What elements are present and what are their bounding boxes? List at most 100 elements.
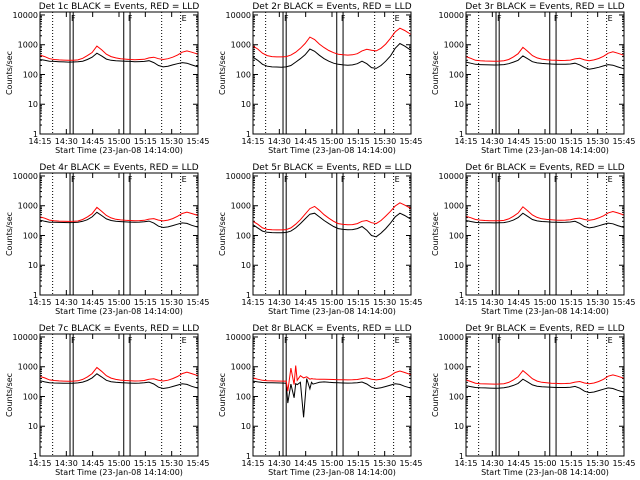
x-tick-label: 14:45 — [507, 298, 530, 307]
detector-panel-6: Det 6r BLACK = Events, RED = LLD 1 10 100 10… — [431, 163, 636, 316]
x-tick-label: 15:45 — [399, 459, 422, 468]
x-tick-label: 15:00 — [107, 137, 130, 146]
x-tick-label: 15:00 — [533, 137, 556, 146]
y-tick-label: 1000 — [231, 363, 251, 372]
panel-title: Det 1c BLACK = Events, RED = LLD — [39, 2, 200, 12]
x-tick-label: 15:30 — [373, 459, 396, 468]
y-tick-label: 1000 — [18, 41, 38, 50]
x-tick-label: 14:30 — [268, 459, 291, 468]
x-tick-label: 15:15 — [560, 298, 583, 307]
lld-series-line — [252, 27, 412, 58]
y-tick-label: 10 — [241, 100, 251, 109]
y-tick-label: 10000 — [226, 172, 251, 181]
y-axis-title: Counts/sec — [431, 373, 440, 417]
x-tick-label: 14:45 — [294, 137, 317, 146]
y-tick-label: 1 — [246, 291, 251, 300]
x-tick-label: 15:00 — [320, 137, 343, 146]
x-tick-label: 14:45 — [294, 298, 317, 307]
panel-title: Det 9r BLACK = Events, RED = LLD — [465, 324, 624, 334]
x-tick-label: 15:45 — [612, 298, 635, 307]
detector-panel-7: Det 7c BLACK = Events, RED = LLD 1 10 100 10… — [5, 324, 210, 477]
flag-label: F — [71, 175, 76, 184]
x-tick-label: 15:00 — [533, 298, 556, 307]
y-tick-label: 1000 — [444, 202, 464, 211]
flag-label: F — [341, 14, 346, 23]
lld-series-line — [39, 206, 199, 222]
flag-label: F — [128, 336, 133, 345]
detector-panel-8: Det 8r BLACK = Events, RED = LLD 1 10 100 10… — [218, 324, 423, 477]
y-axis-title: Counts/sec — [5, 51, 14, 95]
x-tick-label: 14:15 — [28, 459, 51, 468]
lld-series-line — [465, 206, 625, 222]
y-axis-title: Counts/sec — [218, 373, 227, 417]
y-tick-label: 100 — [23, 231, 38, 240]
y-tick-label: 10000 — [226, 333, 251, 342]
x-tick-label: 15:45 — [186, 137, 209, 146]
flag-label: F — [554, 175, 559, 184]
events-series-line — [465, 55, 625, 70]
flag-label: F — [284, 14, 289, 23]
y-axis-title: Counts/sec — [431, 212, 440, 256]
y-tick-label: 1 — [33, 130, 38, 139]
events-series-line — [39, 373, 199, 390]
plot-frame — [465, 172, 625, 296]
x-tick-label: 14:45 — [294, 459, 317, 468]
y-tick-label: 1000 — [231, 41, 251, 50]
x-tick-label: 14:30 — [481, 459, 504, 468]
flag-label: E — [182, 14, 187, 23]
x-tick-label: 14:30 — [55, 298, 78, 307]
detector-panel-9: Det 9r BLACK = Events, RED = LLD 1 10 100 10… — [431, 324, 636, 477]
y-tick-label: 1000 — [231, 202, 251, 211]
panel-title: Det 8r BLACK = Events, RED = LLD — [252, 324, 411, 334]
events-series-line — [465, 378, 625, 394]
y-tick-label: 10000 — [13, 11, 38, 20]
plot-frame — [465, 333, 625, 457]
y-tick-label: 100 — [236, 231, 251, 240]
panel-title: Det 5r BLACK = Events, RED = LLD — [252, 163, 411, 173]
x-axis-title: Start Time (23-Jan-08 14:14:00) — [55, 146, 183, 155]
x-tick-label: 15:15 — [347, 137, 370, 146]
x-tick-label: 14:15 — [241, 137, 264, 146]
x-tick-label: 15:45 — [399, 137, 422, 146]
x-tick-label: 14:45 — [81, 298, 104, 307]
x-tick-label: 14:30 — [55, 459, 78, 468]
flag-label: E — [395, 175, 400, 184]
x-tick-label: 14:45 — [507, 137, 530, 146]
x-tick-label: 15:30 — [160, 298, 183, 307]
x-axis-title: Start Time (23-Jan-08 14:14:00) — [55, 468, 183, 477]
y-tick-label: 1000 — [444, 363, 464, 372]
y-tick-label: 1 — [33, 452, 38, 461]
y-axis-title: Counts/sec — [218, 51, 227, 95]
lld-series-line — [465, 369, 625, 385]
x-axis-title: Start Time (23-Jan-08 14:14:00) — [268, 307, 396, 316]
x-axis-title: Start Time (23-Jan-08 14:14:00) — [481, 146, 609, 155]
x-axis-title: Start Time (23-Jan-08 14:14:00) — [481, 307, 609, 316]
x-tick-label: 15:30 — [160, 459, 183, 468]
x-tick-label: 15:30 — [586, 459, 609, 468]
y-axis-title: Counts/sec — [218, 212, 227, 256]
panel-title: Det 7c BLACK = Events, RED = LLD — [39, 324, 200, 334]
x-tick-label: 15:30 — [586, 298, 609, 307]
detector-panel-1: Det 1c BLACK = Events, RED = LLD 1 10 100 10… — [5, 2, 210, 155]
y-tick-label: 10000 — [226, 11, 251, 20]
flag-label: E — [395, 14, 400, 23]
x-axis-title: Start Time (23-Jan-08 14:14:00) — [268, 146, 396, 155]
y-tick-label: 1000 — [444, 41, 464, 50]
x-tick-label: 15:15 — [134, 137, 157, 146]
y-tick-label: 1000 — [18, 202, 38, 211]
x-tick-label: 14:30 — [55, 137, 78, 146]
detector-panel-3: Det 3r BLACK = Events, RED = LLD 1 10 100 10… — [431, 2, 636, 155]
flag-label: F — [497, 336, 502, 345]
y-tick-label: 1 — [459, 130, 464, 139]
x-tick-label: 14:45 — [81, 459, 104, 468]
y-tick-label: 100 — [449, 231, 464, 240]
y-tick-label: 100 — [23, 70, 38, 79]
y-tick-label: 10000 — [439, 333, 464, 342]
y-tick-label: 1 — [246, 130, 251, 139]
x-tick-label: 14:15 — [241, 298, 264, 307]
flag-label: F — [284, 175, 289, 184]
x-tick-label: 15:15 — [134, 298, 157, 307]
y-tick-label: 1 — [33, 291, 38, 300]
plot-frame — [252, 172, 412, 296]
